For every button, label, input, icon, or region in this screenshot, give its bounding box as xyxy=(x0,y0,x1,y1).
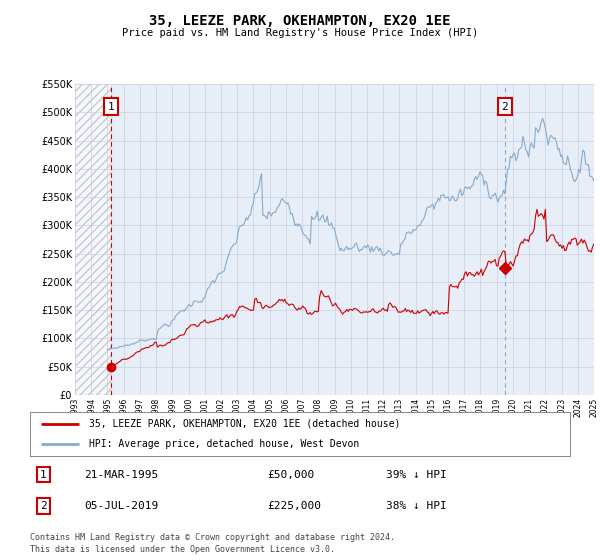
Text: 35, LEEZE PARK, OKEHAMPTON, EX20 1EE: 35, LEEZE PARK, OKEHAMPTON, EX20 1EE xyxy=(149,14,451,28)
Bar xyxy=(75,84,111,395)
Text: 35, LEEZE PARK, OKEHAMPTON, EX20 1EE (detached house): 35, LEEZE PARK, OKEHAMPTON, EX20 1EE (de… xyxy=(89,419,401,429)
Text: £225,000: £225,000 xyxy=(268,501,322,511)
Text: Contains HM Land Registry data © Crown copyright and database right 2024.: Contains HM Land Registry data © Crown c… xyxy=(30,533,395,542)
Text: Price paid vs. HM Land Registry's House Price Index (HPI): Price paid vs. HM Land Registry's House … xyxy=(122,28,478,38)
Text: 2: 2 xyxy=(502,101,508,111)
Text: HPI: Average price, detached house, West Devon: HPI: Average price, detached house, West… xyxy=(89,439,359,449)
Text: £50,000: £50,000 xyxy=(268,470,315,480)
Text: 38% ↓ HPI: 38% ↓ HPI xyxy=(386,501,447,511)
Text: 05-JUL-2019: 05-JUL-2019 xyxy=(84,501,158,511)
Text: 21-MAR-1995: 21-MAR-1995 xyxy=(84,470,158,480)
Text: 1: 1 xyxy=(40,470,47,480)
Text: 1: 1 xyxy=(107,101,115,111)
Text: 2: 2 xyxy=(40,501,47,511)
Text: 39% ↓ HPI: 39% ↓ HPI xyxy=(386,470,447,480)
Text: This data is licensed under the Open Government Licence v3.0.: This data is licensed under the Open Gov… xyxy=(30,545,335,554)
